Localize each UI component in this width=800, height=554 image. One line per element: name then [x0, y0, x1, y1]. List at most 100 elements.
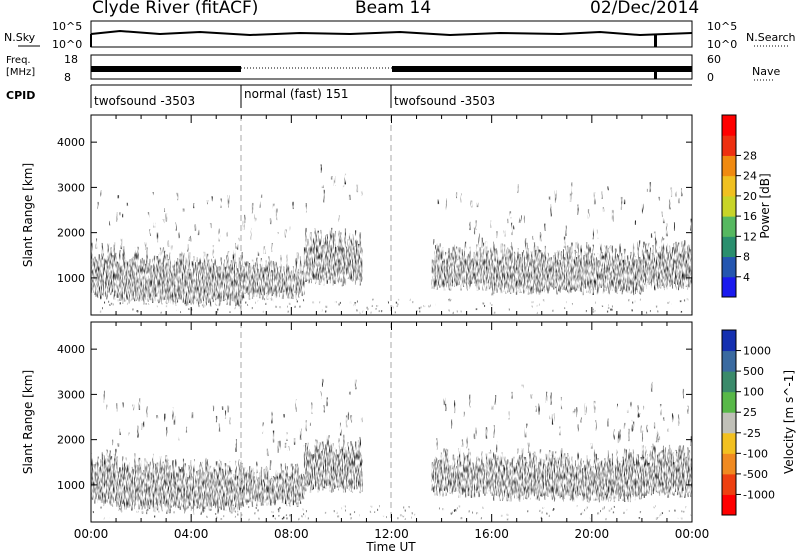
- echo-cell: [208, 471, 210, 511]
- echo-cell: [323, 189, 325, 203]
- echo-cell: [117, 471, 120, 511]
- echo-cell: [604, 245, 606, 288]
- echo-cell: [611, 305, 614, 308]
- echo-cell: [565, 456, 567, 495]
- echo-cell: [147, 463, 150, 506]
- echo-cell: [107, 243, 110, 293]
- echo-cell: [218, 266, 221, 307]
- echo-cell: [224, 410, 227, 419]
- velocity-colorbar-swatch: [722, 391, 736, 413]
- echo-cell: [262, 310, 264, 313]
- echo-cell: [634, 300, 636, 303]
- nsky-panel: [90, 20, 693, 48]
- echo-cell: [326, 234, 328, 284]
- echo-cell: [553, 255, 555, 290]
- echo-cell: [540, 516, 543, 519]
- echo-cell: [652, 245, 655, 284]
- echo-cell: [229, 264, 231, 306]
- echo-cell: [206, 253, 209, 302]
- echo-cell: [451, 467, 453, 495]
- echo-cell: [488, 258, 491, 290]
- echo-cell: [674, 241, 677, 290]
- echo-cell: [338, 215, 341, 222]
- echo-cell: [239, 261, 242, 305]
- echo-cell: [574, 408, 576, 413]
- echo-cell: [545, 391, 548, 403]
- echo-cell: [434, 244, 437, 290]
- echo-cell: [326, 397, 328, 407]
- echo-cell: [158, 510, 160, 513]
- echo-cell: [295, 257, 297, 300]
- echo-cell: [241, 462, 243, 500]
- echo-cell: [128, 260, 130, 304]
- echo-cell: [217, 472, 219, 514]
- echo-cell: [159, 247, 162, 302]
- echo-cell: [200, 262, 203, 304]
- echo-cell: [470, 200, 473, 208]
- echo-cell: [464, 241, 467, 252]
- echo-cell: [160, 311, 162, 314]
- echo-cell: [449, 464, 452, 494]
- echo-cell: [253, 214, 255, 219]
- echo-cell: [325, 305, 328, 308]
- nsky-tick-bottom: 10^0: [52, 38, 82, 51]
- echo-cell: [146, 247, 148, 297]
- echo-cell: [131, 258, 133, 301]
- echo-cell: [173, 415, 176, 425]
- echo-cell: [655, 237, 658, 286]
- echo-cell: [275, 208, 278, 221]
- echo-cell: [668, 198, 671, 210]
- echo-cell: [284, 274, 287, 295]
- echo-cell: [336, 511, 338, 514]
- echo-cell: [135, 464, 138, 505]
- echo-cell: [209, 262, 212, 307]
- echo-cell: [590, 253, 593, 291]
- echo-cell: [140, 460, 142, 507]
- echo-cell: [617, 460, 620, 502]
- velocity-colorbar-tick-1: -500: [743, 468, 768, 481]
- echo-cell: [685, 250, 688, 288]
- power-colorbar-swatch: [722, 276, 736, 298]
- echo-cell: [376, 508, 379, 511]
- echo-cell: [332, 233, 335, 286]
- echo-cell: [674, 191, 677, 198]
- nsearch-tick-bottom: 10^0: [707, 38, 737, 51]
- echo-cell: [182, 252, 185, 303]
- echo-cell: [523, 250, 525, 294]
- echo-cell: [556, 253, 558, 295]
- echo-cell: [574, 249, 576, 292]
- echo-cell: [626, 408, 629, 413]
- echo-cell: [117, 262, 120, 298]
- power-colorbar: 4 8 12 16 20 24 28: [721, 114, 757, 298]
- echo-cell: [596, 229, 599, 239]
- y-tick-label-1-3: 4000: [57, 343, 85, 356]
- echo-cell: [223, 259, 225, 302]
- echo-cell: [325, 310, 327, 313]
- echo-cell: [269, 260, 272, 299]
- echo-cell: [638, 240, 641, 248]
- echo-cell: [165, 213, 168, 222]
- echo-cell: [217, 308, 219, 311]
- echo-cell: [150, 472, 153, 506]
- echo-cell: [442, 247, 444, 259]
- echo-cell: [98, 254, 101, 296]
- power-colorbar-swatch: [722, 135, 736, 156]
- echo-cell: [442, 508, 445, 511]
- echo-cell: [284, 463, 287, 505]
- power-colorbar-tick-1: 8: [743, 251, 750, 264]
- echo-cell: [638, 462, 641, 500]
- echo-cell: [632, 242, 635, 296]
- echo-cell: [136, 310, 138, 313]
- echo-cell: [440, 452, 443, 491]
- cpid-segment-3: twofsound -3503: [394, 94, 495, 108]
- echo-cell: [369, 510, 372, 513]
- echo-cell: [359, 514, 361, 517]
- echo-cell: [622, 456, 624, 502]
- echo-cell: [190, 460, 192, 511]
- echo-cell: [454, 458, 456, 492]
- echo-cell: [506, 518, 509, 521]
- echo-cell: [137, 310, 139, 313]
- echo-cell: [229, 311, 231, 314]
- echo-cell: [523, 215, 525, 224]
- echo-cell: [650, 381, 653, 392]
